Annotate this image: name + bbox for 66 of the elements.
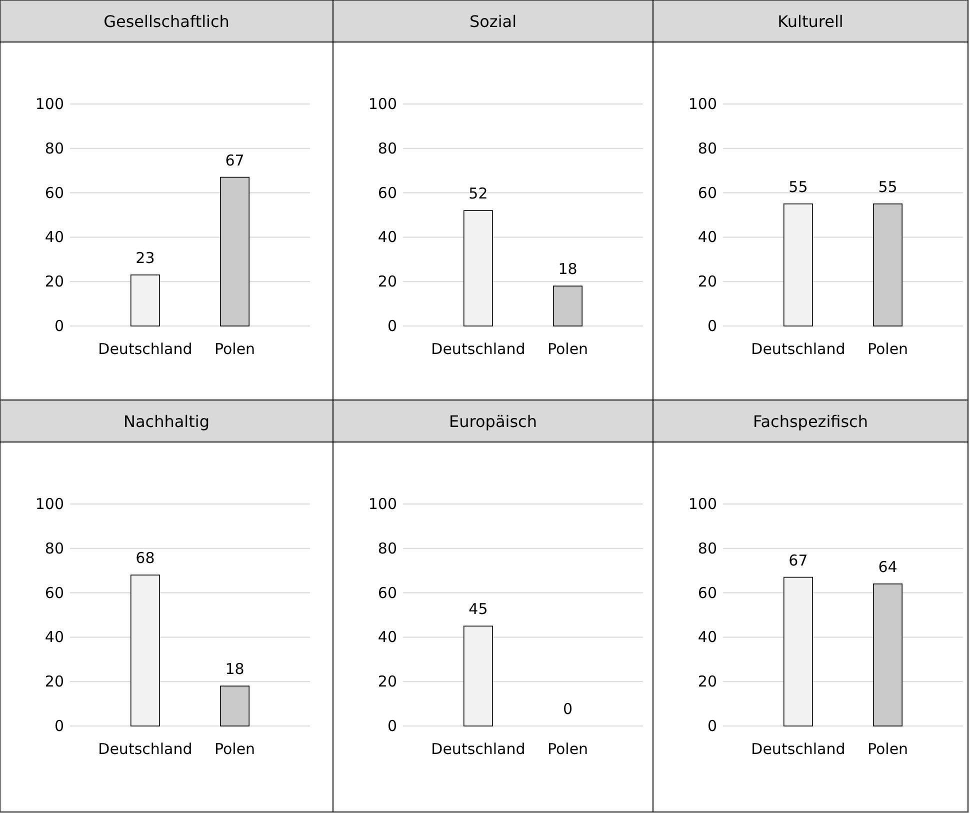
x-tick-label: Deutschland [751, 740, 846, 758]
y-tick-label: 0 [707, 317, 717, 335]
data-label: 18 [225, 660, 244, 678]
y-tick-label: 100 [368, 495, 397, 513]
y-tick-label: 100 [688, 95, 717, 113]
x-tick-label: Deutschland [98, 340, 192, 358]
y-tick-label: 60 [44, 584, 64, 602]
y-tick-label: 40 [44, 628, 64, 646]
y-tick-label: 0 [387, 717, 397, 735]
y-tick-label: 40 [698, 228, 717, 246]
y-tick-label: 100 [368, 95, 397, 113]
y-tick-label: 0 [54, 317, 64, 335]
chart-title: Nachhaltig [124, 412, 210, 431]
x-tick-label: Polen [867, 740, 908, 758]
y-tick-label: 20 [698, 672, 717, 691]
y-tick-label: 0 [387, 317, 397, 335]
x-tick-label: Polen [547, 740, 588, 758]
y-tick-label: 80 [698, 139, 717, 158]
y-tick-label: 20 [44, 672, 64, 691]
chart-title: Kulturell [778, 12, 844, 31]
data-label: 18 [558, 260, 578, 278]
data-label: 52 [468, 184, 488, 203]
chart-title: Fachspezifisch [752, 412, 868, 431]
data-label: 67 [225, 151, 244, 170]
x-tick-label: Deutschland [431, 340, 526, 358]
y-tick-label: 80 [44, 539, 64, 558]
y-tick-label: 40 [698, 628, 717, 646]
data-label: 0 [563, 700, 573, 718]
y-tick-label: 80 [44, 139, 64, 158]
data-label: 68 [136, 549, 155, 568]
x-tick-label: Polen [214, 740, 256, 758]
y-tick-label: 60 [378, 184, 397, 202]
y-tick-label: 60 [698, 184, 717, 202]
y-tick-label: 40 [44, 228, 64, 246]
x-tick-label: Deutschland [98, 740, 192, 758]
y-tick-label: 20 [698, 272, 717, 291]
y-tick-label: 20 [378, 672, 397, 691]
data-label: 45 [468, 600, 488, 618]
chart-title: Gesellschaftlich [104, 12, 230, 31]
data-label: 55 [878, 178, 898, 196]
x-tick-label: Deutschland [751, 340, 846, 358]
chart-title: Europäisch [449, 412, 537, 431]
data-label: 23 [136, 248, 155, 267]
y-tick-label: 100 [35, 95, 64, 113]
y-tick-label: 40 [378, 228, 397, 246]
y-tick-label: 20 [378, 272, 397, 291]
x-tick-label: Deutschland [431, 740, 526, 758]
y-tick-label: 100 [35, 495, 64, 513]
y-tick-label: 100 [688, 495, 717, 513]
data-label: 67 [788, 551, 808, 570]
y-tick-label: 0 [707, 717, 717, 735]
y-tick-label: 60 [44, 184, 64, 202]
data-label: 55 [788, 178, 808, 196]
y-tick-label: 60 [698, 584, 717, 602]
y-tick-label: 60 [378, 584, 397, 602]
y-tick-label: 0 [54, 717, 64, 735]
y-tick-label: 20 [44, 272, 64, 291]
x-tick-label: Polen [547, 340, 588, 358]
y-tick-label: 40 [378, 628, 397, 646]
y-tick-label: 80 [698, 539, 717, 558]
x-tick-label: Polen [214, 340, 256, 358]
y-tick-label: 80 [378, 139, 397, 158]
chart-title: Sozial [469, 12, 517, 31]
data-label: 64 [878, 558, 898, 576]
x-tick-label: Polen [867, 340, 908, 358]
y-tick-label: 80 [378, 539, 397, 558]
